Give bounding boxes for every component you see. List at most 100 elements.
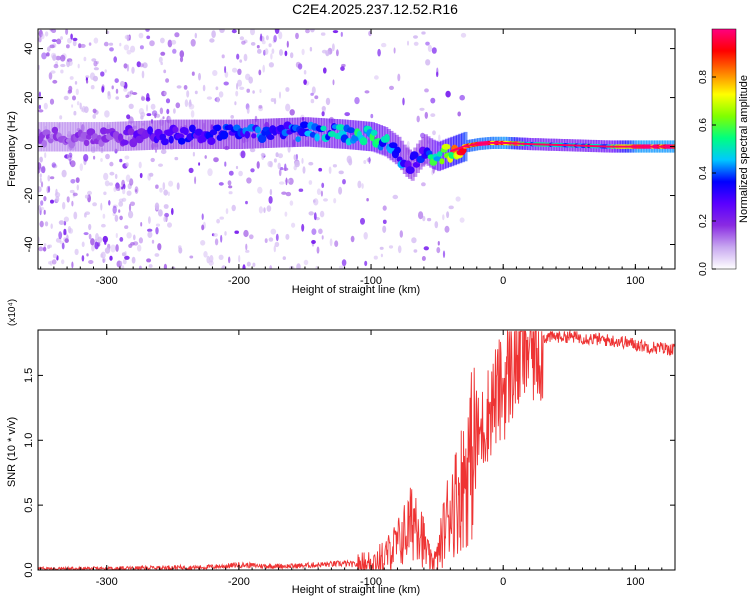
- noise-speckle: [167, 222, 172, 228]
- ridge-halo: [318, 118, 323, 148]
- noise-speckle: [86, 79, 89, 84]
- noise-speckle: [41, 52, 47, 60]
- noise-speckle: [73, 110, 77, 116]
- ridge-blob: [388, 142, 398, 149]
- ridge-blob: [178, 137, 186, 145]
- noise-speckle: [200, 240, 206, 246]
- ridge-blob: [410, 151, 419, 160]
- noise-speckle: [155, 223, 161, 227]
- noise-speckle: [179, 56, 184, 63]
- noise-speckle: [121, 252, 126, 257]
- noise-speckle: [74, 248, 79, 256]
- noise-speckle: [119, 215, 123, 221]
- noise-speckle: [43, 209, 46, 215]
- ridge-halo: [347, 119, 352, 150]
- noise-speckle: [397, 73, 401, 82]
- noise-speckle: [209, 254, 214, 263]
- ridge-blob: [359, 137, 368, 146]
- noise-speckle: [147, 228, 153, 232]
- snr-background: [38, 330, 675, 570]
- noise-speckle: [160, 149, 167, 155]
- noise-speckle: [236, 53, 240, 60]
- noise-speckle: [135, 189, 138, 193]
- noise-speckle: [262, 64, 266, 73]
- noise-speckle: [424, 111, 428, 119]
- noise-speckle: [40, 166, 46, 174]
- noise-speckle: [257, 186, 263, 194]
- noise-speckle: [225, 208, 229, 215]
- noise-speckle: [295, 32, 299, 40]
- noise-speckle: [228, 256, 231, 264]
- noise-speckle: [242, 264, 246, 269]
- noise-speckle: [325, 97, 331, 106]
- noise-speckle: [67, 37, 72, 44]
- noise-speckle: [216, 96, 220, 103]
- noise-speckle: [186, 90, 190, 98]
- noise-speckle: [147, 173, 151, 181]
- ridge-blob: [384, 133, 390, 143]
- noise-speckle: [360, 217, 365, 225]
- noise-speckle: [126, 190, 132, 196]
- noise-speckle: [48, 72, 53, 80]
- ridge-halo: [675, 140, 679, 152]
- noise-speckle: [206, 255, 210, 264]
- noise-speckle: [52, 54, 57, 61]
- noise-speckle: [246, 88, 250, 93]
- noise-speckle: [303, 79, 307, 85]
- noise-speckle: [310, 29, 315, 33]
- noise-speckle: [56, 38, 62, 45]
- noise-speckle: [61, 242, 65, 250]
- noise-speckle: [206, 96, 212, 100]
- noise-speckle: [175, 102, 181, 109]
- noise-speckle: [201, 213, 204, 220]
- noise-speckle: [285, 177, 288, 186]
- ridge-halo: [312, 117, 317, 148]
- ridge-blob: [266, 134, 275, 140]
- noise-speckle: [128, 210, 134, 219]
- x-tick-label: 0: [500, 576, 506, 588]
- noise-speckle: [420, 132, 426, 139]
- noise-speckle: [285, 87, 290, 92]
- noise-speckle: [313, 212, 317, 221]
- noise-speckle: [256, 161, 260, 169]
- noise-speckle: [115, 184, 121, 191]
- noise-speckle: [212, 233, 218, 237]
- noise-speckle: [93, 67, 99, 71]
- noise-speckle: [120, 80, 125, 87]
- noise-speckle: [43, 196, 47, 202]
- noise-speckle: [325, 52, 329, 57]
- noise-speckle: [118, 201, 124, 207]
- noise-speckle: [388, 245, 394, 249]
- noise-speckle: [235, 90, 239, 97]
- noise-speckle: [366, 198, 369, 202]
- noise-speckle: [101, 86, 105, 93]
- noise-speckle: [55, 55, 61, 61]
- noise-speckle: [126, 49, 132, 55]
- noise-speckle: [176, 85, 182, 89]
- colorbar-tick-label: 0.8: [698, 70, 709, 84]
- noise-speckle: [91, 58, 97, 62]
- noise-speckle: [148, 264, 153, 268]
- noise-speckle: [165, 98, 171, 104]
- noise-speckle: [198, 72, 201, 81]
- noise-speckle: [315, 265, 318, 269]
- noise-speckle: [88, 223, 92, 231]
- noise-speckle: [39, 177, 42, 183]
- noise-speckle: [157, 243, 162, 251]
- noise-speckle: [115, 244, 119, 252]
- noise-speckle: [421, 182, 426, 187]
- noise-speckle: [137, 244, 142, 252]
- noise-speckle: [284, 211, 288, 217]
- noise-speckle: [39, 220, 44, 228]
- noise-speckle: [163, 189, 168, 196]
- ridge-halo: [315, 117, 320, 148]
- noise-speckle: [328, 166, 332, 174]
- noise-speckle: [159, 187, 163, 193]
- noise-speckle: [311, 228, 317, 235]
- noise-speckle: [81, 241, 85, 248]
- ridge-blob: [244, 130, 250, 139]
- noise-speckle: [51, 29, 57, 33]
- noise-speckle: [279, 91, 281, 99]
- noise-speckle: [278, 169, 282, 177]
